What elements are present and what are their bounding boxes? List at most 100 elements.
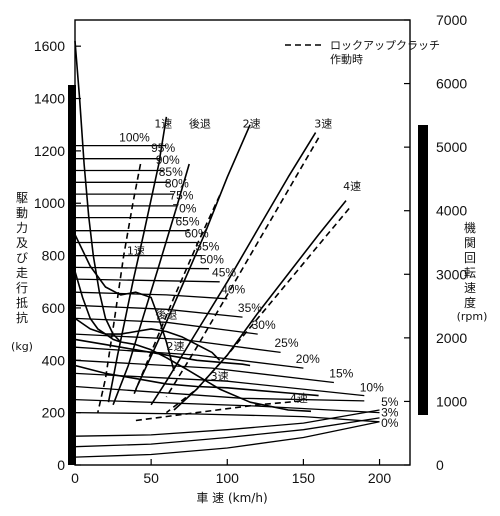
left-axis-label: 駆 動 力 及 び 走 行 抵 抗 (kg) <box>11 191 33 353</box>
rpm-curve <box>107 116 168 403</box>
left-y-tick-label: 1000 <box>34 195 65 211</box>
right-y-tick-label: 2000 <box>436 330 467 346</box>
legend-text-line-1: ロックアップクラッチ <box>330 39 440 52</box>
throttle-label: 40% <box>221 283 245 297</box>
x-tick-label: 150 <box>292 470 316 486</box>
lockup-curve <box>132 195 221 398</box>
gear-label: 2速 <box>167 340 185 353</box>
gear-label: 後退 <box>155 307 177 321</box>
throttle-label: 20% <box>296 352 320 366</box>
left-y-tick-label: 1200 <box>34 143 65 159</box>
left-axis-label-char: 駆 <box>16 191 28 205</box>
x-tick-label: 0 <box>71 470 79 486</box>
lockup-curve <box>165 137 320 398</box>
left-y-tick-label: 1600 <box>34 38 65 54</box>
throttle-label: 50% <box>200 252 224 266</box>
throttle-label: 15% <box>329 366 353 380</box>
throttle-curve <box>74 411 380 423</box>
gear-label: 3速 <box>314 117 332 130</box>
throttle-label: 100% <box>119 131 150 145</box>
gear-label: 4速 <box>343 180 361 193</box>
left-y-axis-ticks: 0 200 400 600 800 1000 1200 1400 1600 <box>34 38 81 473</box>
rpm-curve <box>150 132 317 406</box>
left-y-tick-label: 800 <box>42 248 66 264</box>
legend: ロックアップクラッチ 作動時 <box>285 39 440 66</box>
left-y-tick-label: 1400 <box>34 91 65 107</box>
resistance-curve <box>74 409 380 437</box>
throttle-curve <box>74 333 281 354</box>
throttle-label: 85% <box>159 165 183 179</box>
left-axis-label-char: 抗 <box>16 310 28 325</box>
legend-text-line-2: 作動時 <box>330 52 363 66</box>
right-axis-label-char: 機 <box>464 220 476 235</box>
x-axis-label: 車 速 (km/h) <box>196 491 267 505</box>
throttle-label: 3% <box>381 406 399 420</box>
throttle-curve <box>74 372 365 397</box>
resistance-curve <box>74 421 380 458</box>
throttle-label: 30% <box>252 318 276 332</box>
right-y-tick-label: 4000 <box>436 203 467 219</box>
torque-curve <box>74 317 221 361</box>
gear-label: 後退 <box>189 116 211 130</box>
rpm-curve <box>112 163 190 406</box>
right-axis-label-char: 度 <box>464 295 476 310</box>
rpm-curve <box>135 124 251 390</box>
right-y-axis-ticks: 0 1000 2000 3000 4000 5000 6000 7000 <box>404 12 467 473</box>
left-axis-label-char: 力 <box>16 221 28 235</box>
resistance-curve <box>74 417 380 448</box>
gear-label: 1速 <box>127 244 145 257</box>
left-axis-band <box>68 85 76 465</box>
right-y-tick-label: 0 <box>436 457 444 473</box>
right-y-tick-label: 5000 <box>436 139 467 155</box>
throttle-label: 25% <box>274 336 298 350</box>
right-y-tick-label: 6000 <box>436 76 467 92</box>
x-axis-ticks: 0 50 100 150 200 <box>71 459 391 486</box>
lockup-curve <box>135 400 304 422</box>
left-axis-label-char: 行 <box>16 281 28 295</box>
rpm-curve <box>173 200 347 411</box>
right-axis-label-char: 回 <box>464 251 476 265</box>
x-tick-label: 50 <box>143 470 159 486</box>
x-tick-label: 200 <box>368 470 392 486</box>
throttle-label: 60% <box>185 226 209 240</box>
right-y-tick-label: 3000 <box>436 266 467 282</box>
throttle-curve <box>74 359 334 384</box>
throttle-label: 55% <box>195 239 219 253</box>
left-y-tick-label: 400 <box>42 352 66 368</box>
left-axis-label-char: 動 <box>16 206 28 220</box>
left-axis-label-char: 走 <box>16 266 28 280</box>
throttle-label: 35% <box>238 301 262 315</box>
throttle-label: 90% <box>156 153 180 167</box>
torque-curve <box>74 364 319 397</box>
right-y-tick-label: 1000 <box>436 393 467 409</box>
torque-curve <box>74 234 175 372</box>
throttle-curve <box>74 346 304 369</box>
gear-label: 4速 <box>290 392 308 405</box>
right-axis-label-char: 速 <box>464 281 476 295</box>
throttle-curve <box>74 304 243 318</box>
torque-curve <box>74 271 312 413</box>
torque-curve <box>74 40 122 343</box>
throttle-label: 5% <box>381 395 399 409</box>
series-layer <box>74 40 380 458</box>
right-axis-label: 機 関 回 転 速 度 (rpm) <box>457 220 488 323</box>
right-axis-band <box>418 125 428 415</box>
throttle-label: 95% <box>151 141 175 155</box>
throttle-curve <box>74 291 228 300</box>
left-y-tick-label: 0 <box>57 457 65 473</box>
throttle-curve <box>74 398 380 414</box>
throttle-label: 80% <box>165 177 189 191</box>
throttle-label: 10% <box>360 381 384 395</box>
gear-label: 1速 <box>154 117 172 130</box>
left-axis-label-char: 抵 <box>16 296 28 310</box>
lockup-curve <box>97 163 142 413</box>
left-axis-unit: (kg) <box>11 340 33 353</box>
left-axis-label-char: 及 <box>16 236 28 250</box>
right-y-tick-label: 7000 <box>436 12 467 28</box>
lockup-curve <box>165 207 350 414</box>
right-axis-label-char: 関 <box>464 236 476 250</box>
left-y-tick-label: 200 <box>42 405 66 421</box>
x-tick-label: 100 <box>216 470 240 486</box>
